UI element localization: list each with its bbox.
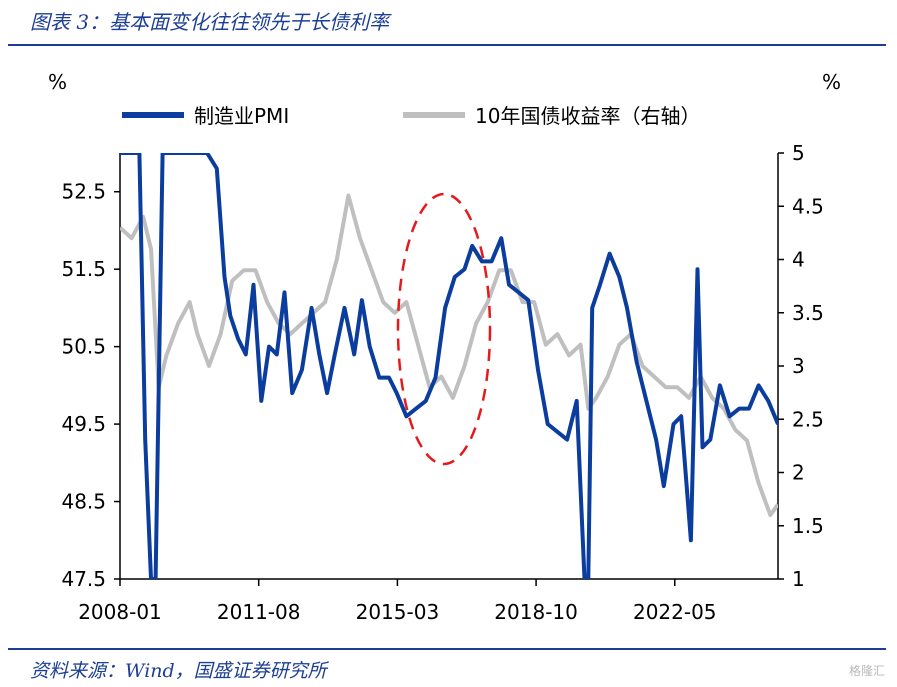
- left-axis-unit: %: [48, 70, 68, 94]
- legend-swatch-pmi: [122, 111, 184, 118]
- title-divider: [8, 44, 886, 46]
- legend-label-yield: 10年国债收益率（右轴）: [475, 104, 701, 128]
- annotation-ellipse: [396, 192, 492, 466]
- left-tick-label: 51.5: [61, 257, 106, 281]
- right-tick-label: 4: [792, 248, 805, 272]
- x-tick-label: 2015-03: [356, 600, 440, 624]
- legend-item-pmi: 制造业PMI: [122, 100, 289, 129]
- series-line-10y-yield: [120, 193, 778, 518]
- left-tick-label: 52.5: [61, 180, 106, 204]
- series-line-pmi: [120, 153, 778, 579]
- right-axis-unit: %: [822, 70, 842, 94]
- right-tick-label: 1.5: [792, 514, 824, 538]
- right-tick-label: 3.5: [792, 301, 824, 325]
- watermark: 格隆汇: [848, 664, 885, 678]
- left-tick-label: 47.5: [61, 567, 106, 591]
- legend-item-yield: 10年国债收益率（右轴）: [403, 100, 700, 129]
- right-tick-label: 2: [792, 461, 805, 485]
- right-tick-label: 3: [792, 354, 805, 378]
- left-tick-label: 48.5: [61, 490, 106, 514]
- figure-title: 图表 3：基本面变化往往领先于长债利率: [30, 10, 390, 34]
- right-tick-label: 5: [792, 141, 805, 165]
- source-note: 资料来源：Wind，国盛证券研究所: [30, 660, 327, 682]
- right-tick-label: 2.5: [792, 407, 824, 431]
- legend-swatch-yield: [403, 111, 465, 118]
- left-tick-label: 49.5: [61, 412, 106, 436]
- source-divider: [8, 648, 886, 650]
- right-tick-label: 4.5: [792, 194, 824, 218]
- x-tick-label: 2011-08: [217, 600, 301, 624]
- left-tick-label: 50.5: [61, 335, 106, 359]
- legend-label-pmi: 制造业PMI: [194, 104, 290, 128]
- x-tick-label: 2022-05: [633, 600, 717, 624]
- right-tick-label: 1: [792, 567, 805, 591]
- x-tick-label: 2018-10: [494, 600, 578, 624]
- x-tick-label: 2008-01: [78, 600, 162, 624]
